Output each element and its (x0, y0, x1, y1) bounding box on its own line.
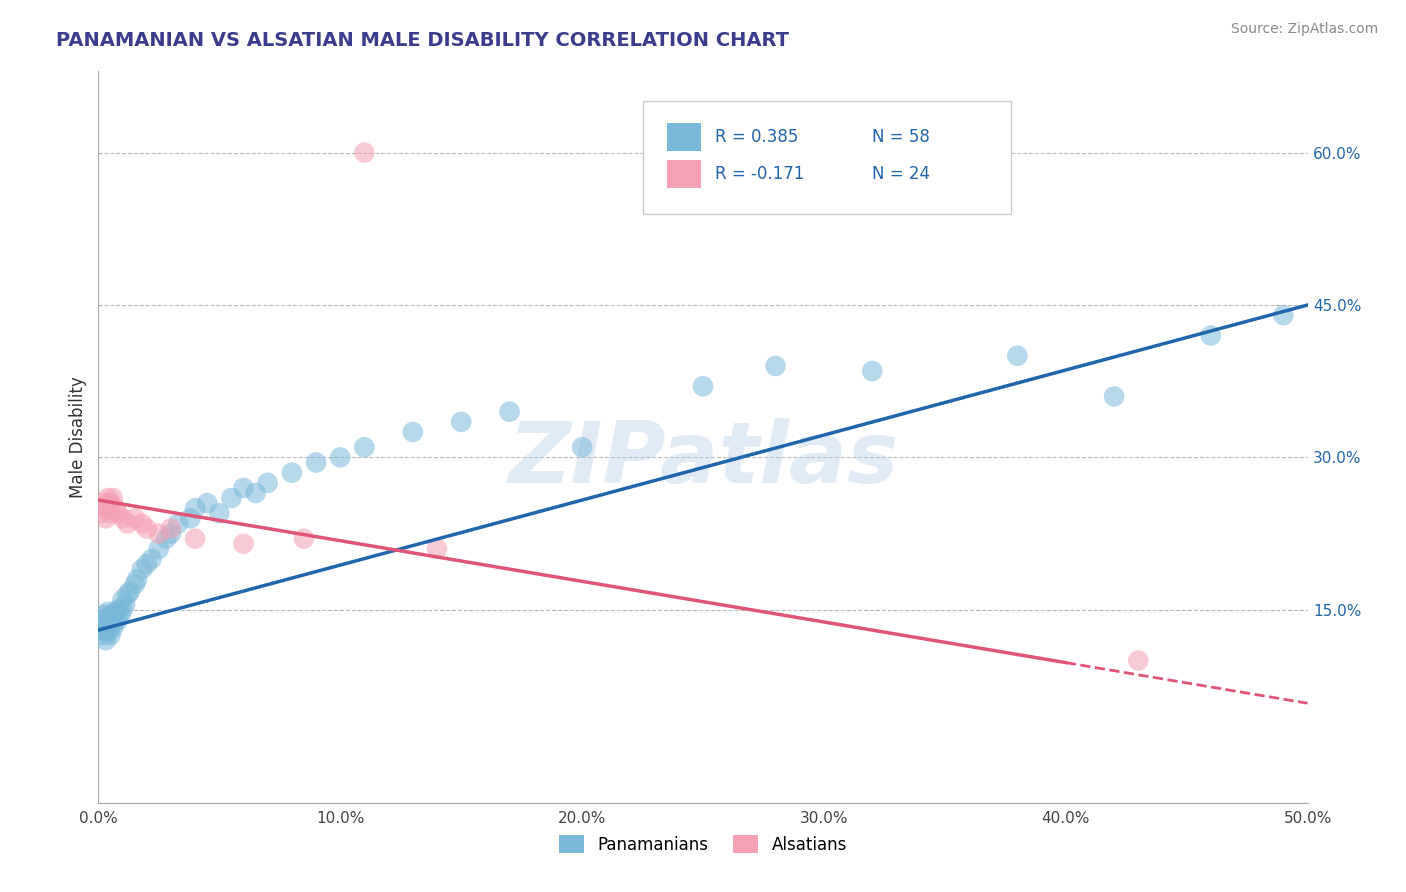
Point (155, 532, 177, 546)
Point (1007, 349, 1029, 363)
Point (90, 506, 112, 520)
Point (498, 405, 520, 419)
Point (101, 621, 124, 635)
Point (94, 613, 117, 627)
Point (131, 516, 153, 531)
Point (148, 541, 170, 556)
Text: PANAMANIAN VS ALSATIAN MALE DISABILITY CORRELATION CHART: PANAMANIAN VS ALSATIAN MALE DISABILITY C… (56, 31, 789, 50)
Point (148, 526, 170, 541)
Point (1272, 308, 1295, 322)
Point (402, 425, 425, 439)
Point (184, 501, 207, 516)
Point (256, 475, 278, 490)
Point (1128, 654, 1150, 668)
Point (91, 607, 114, 622)
Point (97, 496, 120, 510)
Point (108, 607, 131, 622)
Point (111, 511, 134, 525)
Point (107, 506, 129, 520)
Point (127, 572, 149, 586)
Point (232, 537, 254, 551)
Point (353, 440, 375, 454)
Point (97, 625, 120, 640)
Point (135, 557, 157, 571)
Text: ZIPatlas: ZIPatlas (508, 417, 898, 500)
Point (184, 532, 207, 546)
Legend: Panamanians, Alsatians: Panamanians, Alsatians (553, 829, 853, 860)
Point (104, 615, 127, 629)
Point (426, 541, 449, 556)
Point (281, 466, 304, 480)
Text: R = 0.385: R = 0.385 (716, 128, 799, 146)
FancyBboxPatch shape (643, 101, 1011, 214)
Point (141, 552, 163, 566)
Point (101, 491, 124, 505)
Point (167, 516, 190, 531)
Point (117, 516, 139, 531)
Point (91, 628, 114, 642)
Point (117, 588, 139, 602)
Point (160, 526, 183, 541)
Point (100, 607, 122, 622)
Point (221, 491, 243, 505)
Point (91, 496, 114, 510)
Point (245, 486, 267, 500)
Point (450, 415, 472, 429)
Point (107, 603, 129, 617)
Point (104, 501, 127, 516)
Point (101, 611, 124, 625)
Point (94, 511, 117, 525)
Point (195, 496, 218, 510)
Point (208, 506, 231, 520)
Point (232, 481, 254, 495)
Point (179, 511, 201, 525)
Text: Source: ZipAtlas.com: Source: ZipAtlas.com (1230, 22, 1378, 37)
Point (94, 501, 117, 516)
Point (1199, 328, 1222, 343)
Point (292, 532, 315, 546)
Point (111, 592, 134, 607)
Point (135, 521, 157, 535)
Point (100, 618, 122, 632)
Point (124, 577, 146, 591)
Point (97, 615, 120, 629)
Point (97, 491, 120, 505)
Point (692, 379, 714, 393)
Point (100, 506, 122, 520)
Point (94, 633, 117, 648)
Point (1102, 389, 1125, 403)
Point (765, 359, 787, 373)
FancyBboxPatch shape (666, 123, 700, 151)
Point (97, 605, 120, 619)
Point (329, 450, 352, 465)
Point (94, 623, 117, 637)
Point (860, 364, 883, 378)
Point (124, 511, 146, 525)
Point (114, 598, 136, 612)
FancyBboxPatch shape (666, 160, 700, 187)
Point (305, 455, 328, 469)
Point (160, 521, 183, 535)
Point (100, 496, 122, 510)
Text: N = 24: N = 24 (872, 165, 931, 183)
Text: R = -0.171: R = -0.171 (716, 165, 804, 183)
Point (571, 440, 593, 454)
Point (90, 613, 112, 627)
Point (100, 628, 122, 642)
Point (91, 618, 114, 632)
Y-axis label: Male Disability: Male Disability (69, 376, 87, 498)
Point (131, 562, 153, 576)
Point (118, 584, 141, 599)
Point (111, 603, 134, 617)
Point (107, 613, 129, 627)
Text: N = 58: N = 58 (872, 128, 931, 146)
Point (353, 145, 375, 160)
Point (104, 605, 127, 619)
Point (90, 623, 112, 637)
